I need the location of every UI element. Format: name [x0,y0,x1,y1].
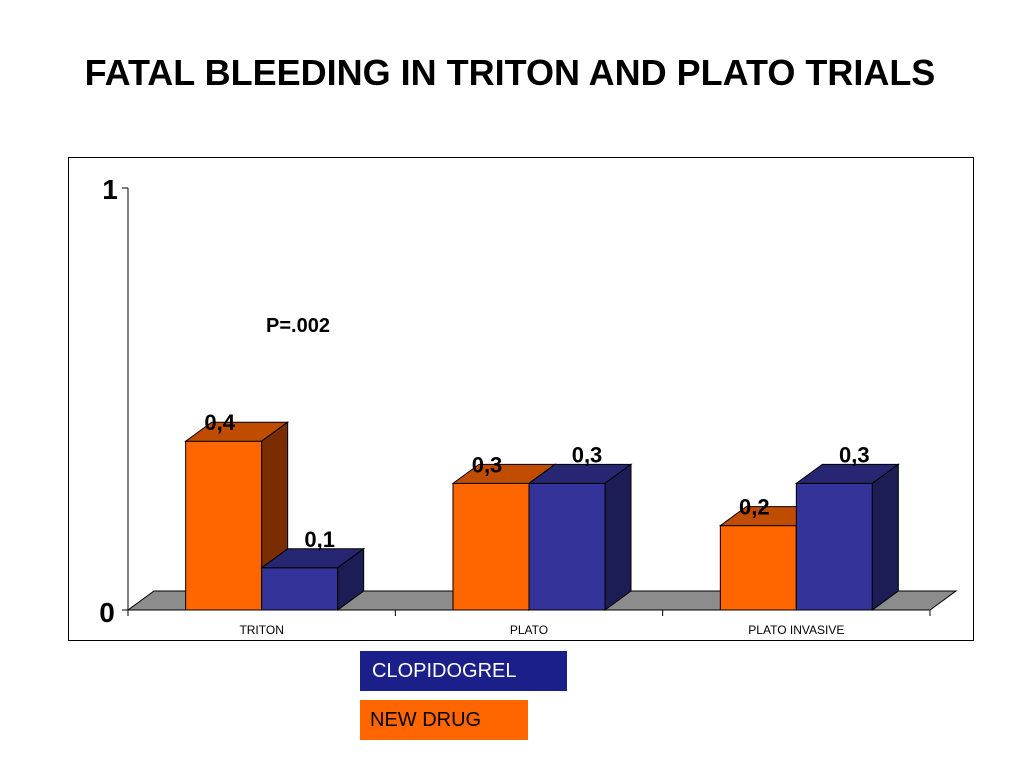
legend-new-drug-label: NEW DRUG [370,708,482,731]
p-value-annotation: P=.002 [266,315,330,337]
data-label-clopidogrel: 0,3 [839,442,870,467]
chart-title: FATAL BLEEDING IN TRITON AND PLATO TRIAL… [84,52,936,93]
y-tick-label-min: 0 [99,597,115,628]
data-label-new-drug: 0,2 [739,495,770,520]
x-tick-label: PLATO [510,623,548,637]
bar-clopidogrel-side [604,463,632,611]
data-label-clopidogrel: 0,3 [572,442,603,467]
bar-clopidogrel-front [528,482,606,611]
bar-clopidogrel-side [871,463,899,611]
bar-new-drug-front [185,440,263,611]
data-label-new-drug: 0,4 [204,410,235,435]
bar-new-drug-front [452,482,530,611]
bar-new-drug-front [719,525,797,611]
data-label-clopidogrel: 0,1 [304,527,335,552]
x-tick-label: TRITON [239,623,283,637]
x-tick-label: PLATO INVASIVE [748,623,844,637]
y-tick-label-max: 1 [102,174,118,205]
bar-clopidogrel-front [261,567,339,611]
legend-clopidogrel: CLOPIDOGREL [360,651,567,691]
legend-clopidogrel-label: CLOPIDOGREL [372,659,517,682]
bar-clopidogrel-front [795,482,873,611]
legend-new-drug: NEW DRUG [360,700,528,740]
data-label-new-drug: 0,3 [472,452,503,477]
plot-area: 1 0 TRITON PLATO PLATO INVASIVE 0,4 0,1 0,3 0,3 0… [99,174,958,637]
bar-clopidogrel-side [337,547,365,611]
